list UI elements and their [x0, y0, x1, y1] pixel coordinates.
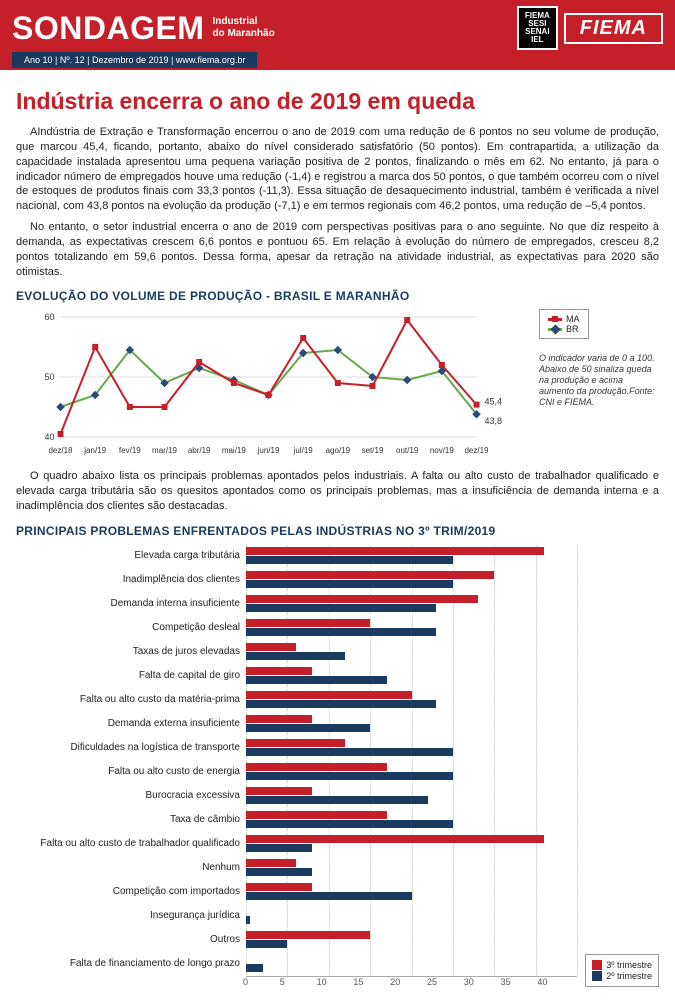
svg-text:jul/19: jul/19 — [293, 446, 314, 455]
legend-q2: 2º trimestre — [592, 971, 652, 981]
line-chart-legend: MA BR — [539, 309, 589, 339]
svg-text:jun/19: jun/19 — [257, 446, 280, 455]
svg-text:dez/18: dez/18 — [48, 446, 73, 455]
svg-text:43,8: 43,8 — [485, 417, 503, 427]
bar-row: Taxas de juros elevadas — [16, 640, 577, 664]
bar-chart-axis: 0510152025303540 — [246, 976, 577, 987]
svg-text:dez/19: dez/19 — [464, 446, 489, 455]
svg-text:mar/19: mar/19 — [152, 446, 177, 455]
bar-chart-title: PRINCIPAIS PROBLEMAS ENFRENTADOS PELAS I… — [16, 524, 659, 538]
bar-label: Elevada carga tributária — [16, 550, 246, 561]
bar-label: Nenhum — [16, 862, 246, 873]
masthead-subtitle: Industrial do Maranhão — [212, 16, 274, 40]
bar-row: Falta de capital de giro — [16, 664, 577, 688]
bar-row: Taxa de câmbio — [16, 808, 577, 832]
bar-label: Outros — [16, 934, 246, 945]
bar-row: Nenhum — [16, 856, 577, 880]
svg-text:nov/19: nov/19 — [430, 446, 455, 455]
logo-federation-icon: FIEMA SESI SENAI IEL — [517, 6, 558, 50]
line-chart-wrap: 40 50 60 dez/18 jan/19 fev/19 mar/19 abr/19 mai/… — [16, 309, 659, 459]
bar-label: Falta ou alto custo de energia — [16, 766, 246, 777]
bar-row: Outros — [16, 928, 577, 952]
svg-text:50: 50 — [44, 372, 54, 382]
logo-group: FIEMA SESI SENAI IEL FIEMA — [517, 6, 663, 50]
bar-row: Falta de financiamento de longo prazo — [16, 952, 577, 976]
line-chart-caption: O indicador varia de 0 a 100. Abaixo de … — [539, 353, 659, 407]
line-chart-title: EVOLUÇÃO DO VOLUME DE PRODUÇÃO - BRASIL … — [16, 289, 659, 303]
bar-label: Competição com importados — [16, 886, 246, 897]
subbar-wrap: Ano 10 | Nº. 12 | Dezembro de 2019 | www… — [0, 50, 675, 70]
bar-row: Dificuldades na logística de transporte — [16, 736, 577, 760]
bar-row: Elevada carga tributária — [16, 544, 577, 568]
headline: Indústria encerra o ano de 2019 em queda — [16, 88, 659, 115]
svg-text:abr/19: abr/19 — [188, 446, 211, 455]
bar-label: Taxas de juros elevadas — [16, 646, 246, 657]
line-chart-sidebar: MA BR O indicador varia de 0 a 100. Abai… — [539, 309, 659, 407]
bar-label: Falta ou alto custo de trabalhador quali… — [16, 838, 246, 849]
logo-fiema: FIEMA — [564, 13, 663, 44]
svg-text:set/19: set/19 — [362, 446, 384, 455]
bar-chart-legend: 3º trimestre 2º trimestre — [585, 954, 659, 987]
bar-row: Competição com importados — [16, 880, 577, 904]
svg-text:fev/19: fev/19 — [119, 446, 141, 455]
bar-row: Insegurança jurídica — [16, 904, 577, 928]
masthead-title: SONDAGEM — [12, 10, 204, 47]
svg-text:mai/19: mai/19 — [222, 446, 247, 455]
bar-label: Dificuldades na logística de transporte — [16, 742, 246, 753]
svg-text:45,4: 45,4 — [485, 397, 503, 407]
bar-label: Demanda interna insuficiente — [16, 598, 246, 609]
bar-label: Burocracia excessiva — [16, 790, 246, 801]
bar-row: Inadimplência dos clientes — [16, 568, 577, 592]
svg-text:40: 40 — [44, 432, 54, 442]
issue-info-bar: Ano 10 | Nº. 12 | Dezembro de 2019 | www… — [12, 52, 257, 68]
mid-paragraph: O quadro abaixo lista os principais prob… — [16, 469, 659, 514]
bar-row: Falta ou alto custo de trabalhador quali… — [16, 832, 577, 856]
bar-label: Falta ou alto custo da matéria-prima — [16, 694, 246, 705]
bar-label: Inadimplência dos clientes — [16, 574, 246, 585]
paragraph-2: No entanto, o setor industrial encerra o… — [16, 220, 659, 279]
bar-chart: Elevada carga tributária Inadimplência d… — [16, 544, 577, 987]
bar-label: Demanda externa insuficiente — [16, 718, 246, 729]
legend-ma: MA — [548, 314, 580, 324]
bar-row: Competição desleal — [16, 616, 577, 640]
bar-label: Taxa de câmbio — [16, 814, 246, 825]
subtitle-line1: Industrial — [212, 16, 274, 28]
svg-text:60: 60 — [44, 312, 54, 322]
header-bar: SONDAGEM Industrial do Maranhão FIEMA SE… — [0, 0, 675, 50]
bar-row: Falta ou alto custo da matéria-prima — [16, 688, 577, 712]
legend-q3: 3º trimestre — [592, 960, 652, 970]
svg-text:ago/19: ago/19 — [326, 446, 351, 455]
bar-label: Competição desleal — [16, 622, 246, 633]
subtitle-line2: do Maranhão — [212, 28, 274, 40]
bar-row: Demanda interna insuficiente — [16, 592, 577, 616]
bar-label: Falta de capital de giro — [16, 670, 246, 681]
bar-label: Falta de financiamento de longo prazo — [16, 958, 246, 969]
page: SONDAGEM Industrial do Maranhão FIEMA SE… — [0, 0, 675, 1001]
svg-text:jan/19: jan/19 — [83, 446, 106, 455]
svg-text:out/19: out/19 — [396, 446, 419, 455]
bar-chart-wrap: Elevada carga tributária Inadimplência d… — [16, 544, 659, 987]
paragraph-1: AIndústria de Extração e Transformação e… — [16, 125, 659, 214]
bar-row: Demanda externa insuficiente — [16, 712, 577, 736]
bar-row: Burocracia excessiva — [16, 784, 577, 808]
bar-row: Falta ou alto custo de energia — [16, 760, 577, 784]
content: Indústria encerra o ano de 2019 em queda… — [0, 70, 675, 1001]
legend-br: BR — [548, 324, 580, 334]
bar-label: Insegurança jurídica — [16, 910, 246, 921]
